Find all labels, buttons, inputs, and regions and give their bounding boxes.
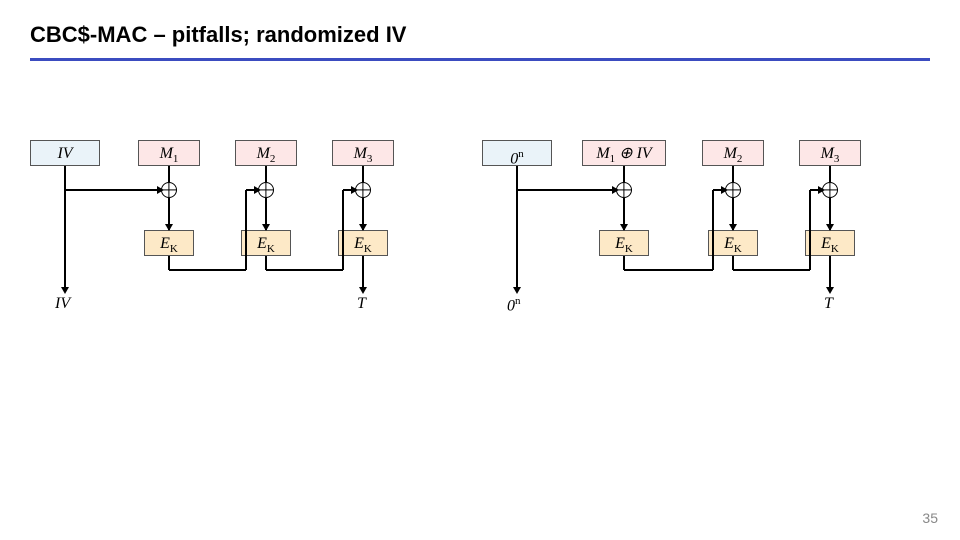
connector-h (65, 189, 161, 190)
out-iv-label: IV (55, 295, 70, 313)
connector-v (168, 166, 169, 182)
ek1-block: EK (144, 230, 194, 256)
connector-v (829, 256, 830, 291)
arrow-down-icon (165, 224, 173, 231)
arrow-right-icon (254, 186, 261, 194)
arrow-right-icon (818, 186, 825, 194)
connector-v (64, 190, 65, 291)
connector-v (168, 256, 169, 270)
page-number: 35 (922, 510, 938, 526)
arrow-down-icon (729, 224, 737, 231)
connector-v (712, 190, 713, 270)
arrow-down-icon (826, 287, 834, 294)
ek1-block: EK (599, 230, 649, 256)
arrow-right-icon (721, 186, 728, 194)
connector-v (516, 190, 517, 291)
arrow-down-icon (826, 224, 834, 231)
ek2-block: EK (241, 230, 291, 256)
connector-h (266, 269, 343, 270)
iv-block: IV (30, 140, 100, 166)
connector-v (64, 166, 65, 190)
out-t-label: T (824, 295, 833, 313)
ek3-block: EK (805, 230, 855, 256)
m3-block: M3 (799, 140, 861, 166)
slide-title-wrap: CBC$-MAC – pitfalls; randomized IV (30, 22, 406, 48)
connector-v (265, 256, 266, 270)
connector-h (733, 269, 810, 270)
ek2-block: EK (708, 230, 758, 256)
connector-v (732, 256, 733, 270)
m1-block: M1 ⊕ IV (582, 140, 666, 166)
out-t-label: T (357, 295, 366, 313)
connector-h (624, 269, 713, 270)
m3-block: M3 (332, 140, 394, 166)
arrow-right-icon (157, 186, 164, 194)
m2-block: M2 (235, 140, 297, 166)
connector-v (516, 166, 517, 190)
arrow-right-icon (351, 186, 358, 194)
arrow-down-icon (262, 224, 270, 231)
connector-v (245, 190, 246, 270)
slide-title: CBC$-MAC – pitfalls; randomized IV (30, 22, 406, 47)
arrow-down-icon (359, 224, 367, 231)
connector-v (362, 256, 363, 291)
cbc-mac-diagram: IV M1 M2 M3 EK EK EK IV T 0n M1 ⊕ IV M2 M3 EK EK EK 0n T (30, 140, 930, 360)
arrow-down-icon (620, 224, 628, 231)
connector-v (732, 166, 733, 182)
connector-v (623, 166, 624, 182)
connector-h (517, 189, 616, 190)
connector-v (265, 166, 266, 182)
ek3-block: EK (338, 230, 388, 256)
arrow-down-icon (61, 287, 69, 294)
m1-block: M1 (138, 140, 200, 166)
connector-v (623, 256, 624, 270)
arrow-down-icon (359, 287, 367, 294)
connector-v (809, 190, 810, 270)
connector-v (362, 166, 363, 182)
arrow-down-icon (513, 287, 521, 294)
connector-h (169, 269, 246, 270)
connector-v (829, 166, 830, 182)
iv-block: 0n (482, 140, 552, 166)
title-underline (30, 58, 930, 61)
connector-v (342, 190, 343, 270)
arrow-right-icon (612, 186, 619, 194)
m2-block: M2 (702, 140, 764, 166)
out-iv-label: 0n (507, 295, 521, 315)
